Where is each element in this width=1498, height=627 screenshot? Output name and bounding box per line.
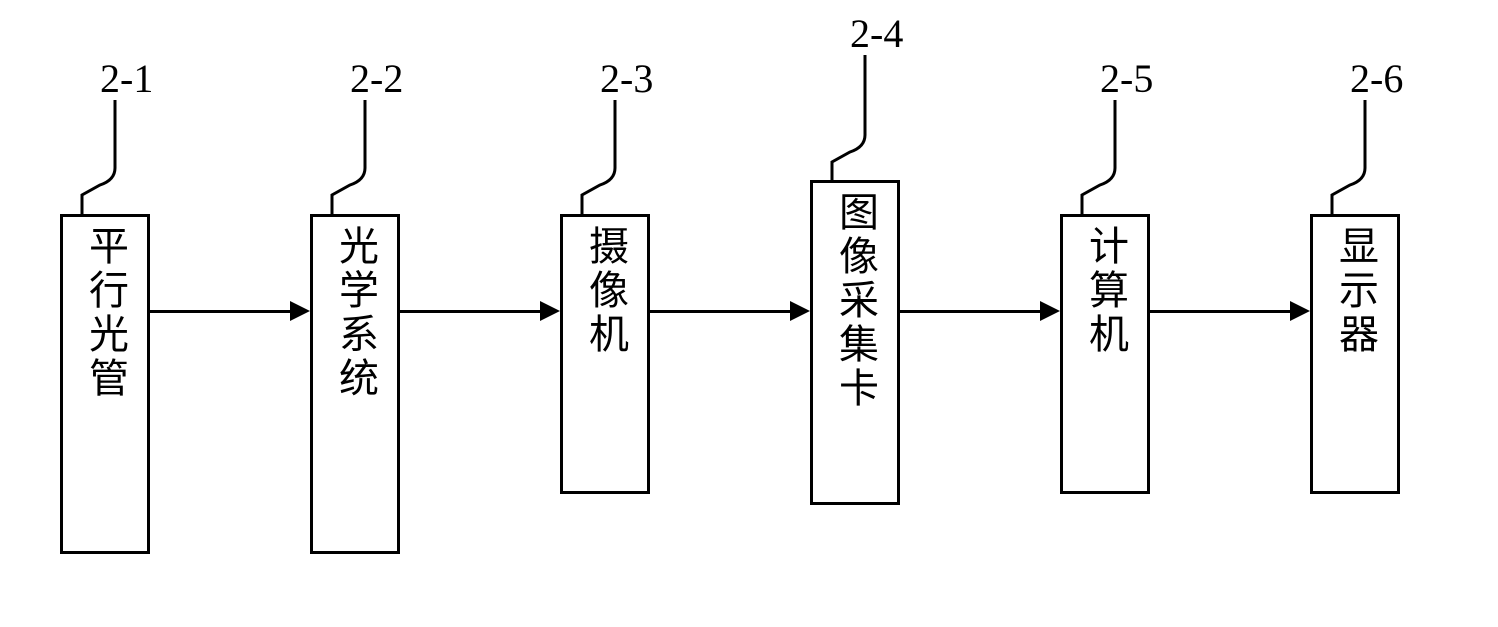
arrow-4-line [900,310,1042,313]
box-framegrabber-text: 图像采集卡 [831,191,879,411]
box-computer-text: 计算机 [1081,225,1129,357]
box-collimator: 平行光管 [60,214,150,554]
box-framegrabber: 图像采集卡 [810,180,900,505]
box-optical-system-text: 光学系统 [331,225,379,401]
box-computer: 计算机 [1060,214,1150,494]
box-camera: 摄像机 [560,214,650,494]
arrow-5-line [1150,310,1292,313]
arrow-5-head [1290,301,1310,321]
arrow-1-line [150,310,292,313]
box-collimator-text: 平行光管 [81,225,129,401]
arrow-3-head [790,301,810,321]
box-display-text: 显示器 [1331,225,1379,357]
box-camera-text: 摄像机 [581,225,629,357]
arrow-4-head [1040,301,1060,321]
arrow-2-line [400,310,542,313]
leader-line-1 [0,0,1498,627]
box-optical-system: 光学系统 [310,214,400,554]
arrow-1-head [290,301,310,321]
box-display: 显示器 [1310,214,1400,494]
arrow-3-line [650,310,792,313]
arrow-2-head [540,301,560,321]
